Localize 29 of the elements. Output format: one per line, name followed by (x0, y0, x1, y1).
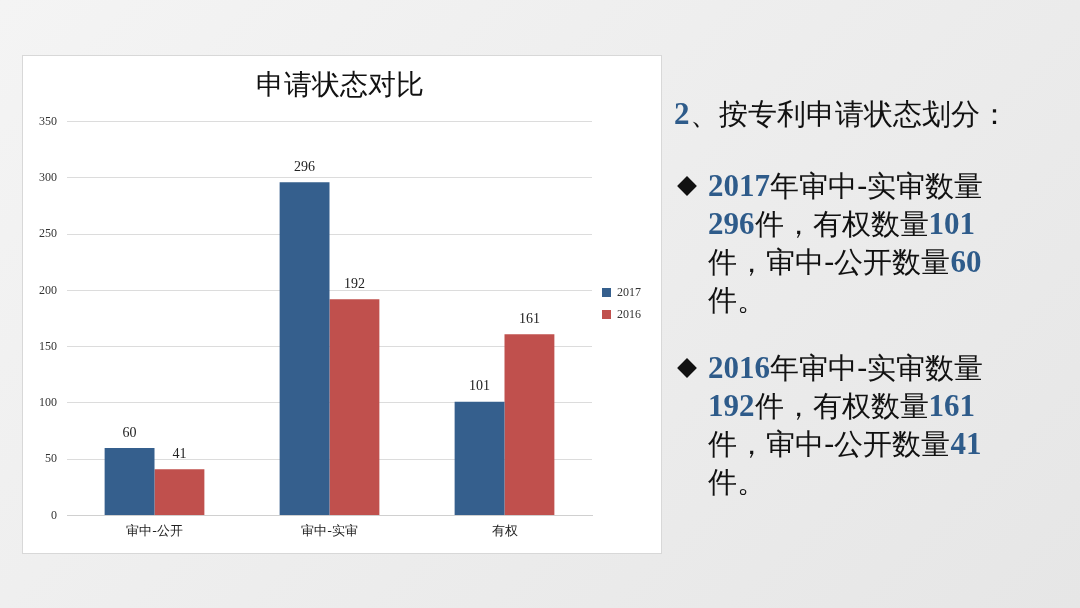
data-label: 60 (122, 424, 137, 440)
text: 2、按专利申请状态划分： (674, 96, 1009, 131)
y-tick-label: 350 (39, 113, 57, 128)
x-tick-label: 有权 (491, 522, 518, 538)
y-tick-label: 250 (39, 226, 57, 241)
data-label: 296 (294, 159, 316, 175)
bar (104, 447, 155, 515)
data-label: 192 (343, 276, 365, 292)
legend-label: 2017 (617, 284, 641, 299)
y-tick-label: 150 (39, 338, 57, 353)
data-label: 101 (469, 378, 491, 394)
data-label: 41 (172, 445, 187, 461)
legend-label: 2016 (617, 306, 641, 321)
text: 2016年审中-实审数量192件，有权数量161件，审中-公开数量41件。 (708, 350, 984, 499)
y-tick-label: 100 (39, 395, 57, 410)
y-tick-label: 300 (39, 170, 57, 185)
text: 2017年审中-实审数量296件，有权数量101件，审中-公开数量60件。 (708, 168, 984, 317)
chart-title: 申请状态对比 (256, 68, 424, 102)
bar (504, 334, 555, 515)
data-label: 161 (518, 310, 540, 326)
bar (454, 401, 505, 515)
bar (154, 469, 205, 515)
bar (329, 299, 380, 515)
x-tick-label: 审中-实审 (301, 522, 358, 538)
y-tick-label: 200 (39, 282, 57, 297)
x-tick-label: 审中-公开 (126, 522, 183, 538)
y-tick-label: 50 (45, 451, 57, 466)
y-tick-label: 0 (51, 507, 57, 522)
bar (279, 182, 330, 515)
